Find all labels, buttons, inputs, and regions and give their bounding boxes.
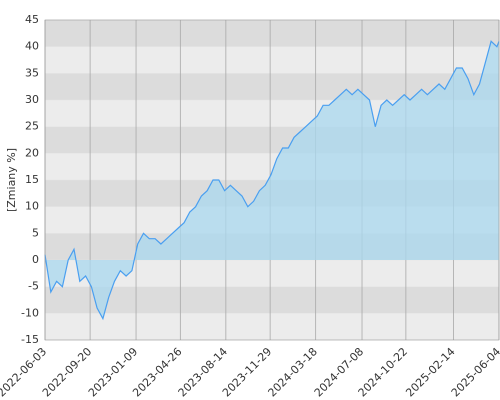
y-tick-label: 10 (25, 200, 39, 213)
y-axis-title: [Zmiany %] (5, 148, 18, 212)
area-fill (45, 41, 499, 319)
y-tick-label: -10 (21, 306, 39, 319)
grid-band (45, 286, 499, 314)
grid-band (45, 46, 499, 74)
y-tick-label: 40 (25, 40, 39, 53)
y-tick-label: 25 (25, 120, 39, 133)
y-tick-label: -15 (21, 333, 39, 346)
y-tick-label: 5 (32, 226, 39, 239)
y-tick-label: 20 (25, 146, 39, 159)
plot-frame (44, 19, 500, 341)
grid-band (45, 20, 499, 47)
y-tick-label: 45 (25, 13, 39, 26)
line (44, 40, 500, 321)
y-tick-label: 35 (25, 66, 39, 79)
y-tick-label: -5 (28, 280, 39, 293)
grid-band (45, 313, 499, 340)
y-tick-label: 30 (25, 93, 39, 106)
y-tick-label: 0 (32, 253, 39, 266)
y-tick-label: 15 (25, 173, 39, 186)
